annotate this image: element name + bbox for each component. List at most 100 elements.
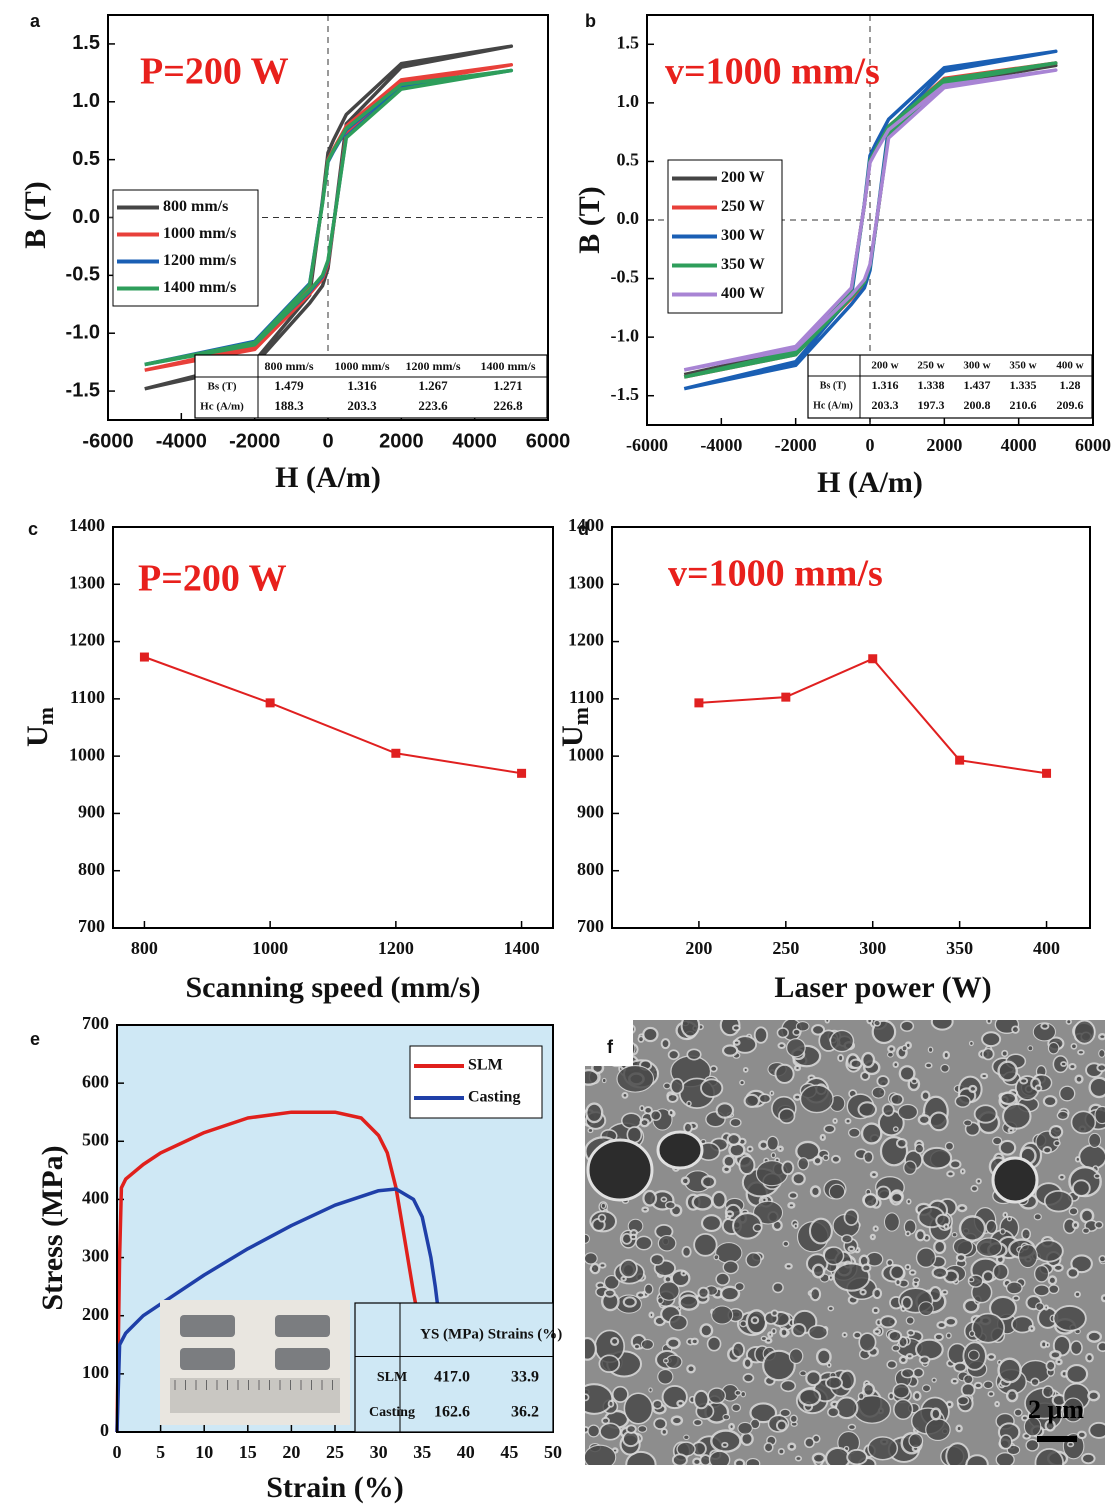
sem-dimple <box>852 1331 862 1340</box>
sem-dimple <box>660 1038 671 1050</box>
sem-dimple <box>815 1348 832 1366</box>
table-cell: SLM <box>377 1370 407 1385</box>
sem-dimple <box>1001 1049 1009 1058</box>
x-tick-label: -2000 <box>775 435 817 455</box>
sem-dimple <box>1043 1304 1049 1311</box>
y-axis-label-subscript: m <box>33 707 58 725</box>
table-cell: 1.271 <box>493 378 522 393</box>
sem-dimple <box>1033 1213 1042 1221</box>
y-tick-label: -1.0 <box>611 325 640 345</box>
legend-label: 250 W <box>721 198 765 215</box>
sem-dimple <box>779 1327 789 1338</box>
x-tick-label: 5 <box>156 1442 165 1462</box>
sem-dimple <box>933 1239 947 1255</box>
sem-dimple <box>772 1282 784 1294</box>
sem-dimple <box>798 1387 822 1407</box>
sem-dimple <box>834 1396 859 1420</box>
x-tick-label: 15 <box>239 1442 257 1462</box>
sem-dimple <box>999 1434 1013 1450</box>
sem-dimple <box>968 1084 978 1094</box>
sem-dimple <box>872 1225 879 1232</box>
sem-dimple <box>905 1353 914 1360</box>
panel-label: a <box>30 11 41 31</box>
sem-dimple <box>893 1398 914 1420</box>
sem-dimple <box>777 1145 784 1153</box>
sem-dimple <box>862 1192 879 1209</box>
table-cell: Casting <box>369 1405 415 1420</box>
sem-dimple <box>585 1383 614 1415</box>
table-header: 350 w <box>1009 360 1036 372</box>
sem-dimple <box>585 1393 590 1402</box>
sem-dimple <box>830 1154 841 1164</box>
sem-dimple <box>789 1414 798 1424</box>
sem-dimple <box>965 1454 989 1465</box>
x-tick-label: 40 <box>457 1442 475 1462</box>
sem-dimple <box>822 1154 830 1162</box>
sem-dimple <box>998 1139 1017 1156</box>
x-tick-label: 1000 <box>252 938 288 958</box>
y-tick-label: 800 <box>78 859 105 879</box>
sem-dimple <box>710 1429 742 1453</box>
x-tick-label: 35 <box>413 1442 431 1462</box>
sem-dimple <box>697 1286 710 1299</box>
sem-dimple <box>933 1332 944 1342</box>
x-tick-label: 4000 <box>452 430 497 452</box>
sem-dimple <box>774 1063 795 1084</box>
table-cell: 1.479 <box>274 378 304 393</box>
sem-dimple <box>1067 1441 1075 1448</box>
sem-dimple <box>897 1103 919 1121</box>
sem-dimple <box>847 1245 856 1253</box>
sem-dimple <box>700 1078 724 1098</box>
sem-dimple <box>692 1418 703 1427</box>
table-cell: 209.6 <box>1057 398 1084 412</box>
x-tick-label: 200 <box>685 938 712 958</box>
annotation: P=200 W <box>140 51 289 93</box>
y-tick-label: -1.5 <box>611 384 640 404</box>
y-tick-label: 1400 <box>69 515 105 535</box>
sem-dimple <box>1074 1156 1081 1163</box>
sem-dimple <box>1030 1377 1040 1387</box>
sem-dimple <box>1045 1342 1051 1348</box>
sem-dimple <box>666 1093 679 1103</box>
sem-dimple <box>610 1336 620 1346</box>
sem-dimple <box>770 1152 777 1159</box>
sem-dimple <box>1074 1290 1081 1298</box>
sem-dimple <box>658 1281 680 1301</box>
sem-dimple <box>625 1424 637 1434</box>
table-header: YS (MPa) <box>420 1326 484 1342</box>
sem-dimple <box>1052 1263 1064 1273</box>
scale-bar <box>1037 1436 1077 1442</box>
sem-dimple <box>670 1415 684 1426</box>
x-tick-label: 400 <box>1033 938 1060 958</box>
sem-dimple <box>890 1191 904 1204</box>
table-cell: 203.3 <box>347 398 377 413</box>
sem-dimple <box>906 1198 912 1205</box>
sem-dimple <box>975 1178 982 1185</box>
sem-dimple <box>781 1160 795 1176</box>
table-header: 200 w <box>871 360 898 372</box>
sem-dimple <box>1048 1125 1064 1139</box>
sem-image: f 2 μm <box>585 1020 1105 1465</box>
sem-dimple <box>901 1295 913 1310</box>
sem-dimple <box>678 1294 700 1311</box>
sem-dimple <box>722 1413 731 1421</box>
sem-dimple <box>648 1387 653 1393</box>
sem-dimple <box>601 1077 607 1084</box>
sem-dimple <box>930 1407 942 1421</box>
marker <box>265 698 275 708</box>
table-header: 1200 mm/s <box>406 359 461 373</box>
y-tick-label: 1.0 <box>72 90 100 112</box>
sem-dimple <box>762 1349 796 1382</box>
sem-dimple <box>1048 1284 1060 1295</box>
sem-dimple <box>994 1400 1000 1408</box>
sem-dimple <box>1002 1211 1009 1218</box>
sem-dimple <box>846 1448 868 1465</box>
sem-dimple <box>746 1145 754 1153</box>
sem-dimple <box>840 1234 853 1244</box>
sem-dimple <box>857 1101 877 1118</box>
table-header: 300 w <box>963 360 990 372</box>
sem-dimple <box>825 1375 844 1390</box>
y-axis-label-base: U <box>556 725 589 747</box>
sem-dimple <box>1045 1360 1056 1372</box>
sem-dimple <box>665 1337 681 1350</box>
